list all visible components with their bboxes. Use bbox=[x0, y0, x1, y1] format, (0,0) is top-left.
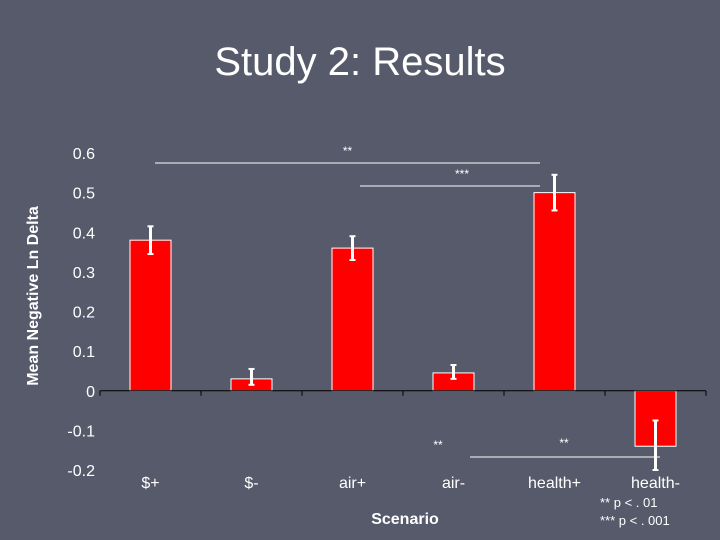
x-tick-label: health- bbox=[631, 475, 680, 492]
error-bar-0 bbox=[147, 225, 154, 256]
y-tick-label: 0.2 bbox=[73, 305, 95, 322]
error-bar-1 bbox=[248, 367, 255, 386]
x-tick-label: air- bbox=[442, 475, 465, 492]
y-tick-label: 0.4 bbox=[73, 225, 95, 242]
error-bar-5 bbox=[652, 419, 659, 471]
y-axis-title: Mean Negative Ln Delta bbox=[25, 206, 42, 386]
y-tick-label: 0.3 bbox=[73, 265, 95, 282]
bar-0 bbox=[129, 239, 172, 392]
error-bar-3 bbox=[450, 363, 457, 380]
error-bar-2 bbox=[349, 235, 356, 261]
bars bbox=[99, 192, 707, 447]
significance-bracket-1: *** bbox=[360, 167, 540, 187]
y-tick-label: -0.2 bbox=[67, 463, 95, 480]
error-bars bbox=[147, 173, 659, 471]
error-bar-4 bbox=[551, 173, 558, 212]
y-tick-label: 0.5 bbox=[73, 186, 95, 203]
bar-2 bbox=[331, 247, 374, 392]
y-tick-label: 0 bbox=[86, 384, 95, 401]
y-tick-labels: 0.6 0.5 0.4 0.3 0.2 0.1 0 -0.1 -0.2 bbox=[67, 146, 95, 480]
significance-bracket-0: ** bbox=[155, 144, 540, 164]
bar-4 bbox=[533, 192, 576, 392]
significance-label: ** bbox=[559, 436, 569, 450]
footnote-p01: ** p < . 01 bbox=[600, 495, 658, 510]
x-tick-labels: $+ $- air+ air-health+ health- bbox=[141, 475, 680, 492]
x-tick-label: health+ bbox=[528, 475, 581, 492]
x-tick-label: air+ bbox=[339, 475, 366, 492]
footnote-p001: *** p < . 001 bbox=[600, 513, 670, 528]
slide-title: Study 2: Results bbox=[214, 40, 506, 84]
x-axis-title: Scenario bbox=[371, 511, 439, 528]
y-tick-label: -0.1 bbox=[67, 423, 95, 440]
significance-label: *** bbox=[455, 167, 469, 181]
y-tick-label: 0.6 bbox=[73, 146, 95, 163]
significance-bracket-2: ** ** bbox=[433, 436, 660, 458]
significance-label: ** bbox=[433, 438, 443, 452]
significance-label: ** bbox=[343, 144, 353, 158]
x-tick-label: $+ bbox=[141, 475, 159, 492]
significance-annotations: ******* ** bbox=[155, 144, 660, 458]
x-tick-label: $- bbox=[244, 475, 258, 492]
y-tick-label: 0.1 bbox=[73, 344, 95, 361]
